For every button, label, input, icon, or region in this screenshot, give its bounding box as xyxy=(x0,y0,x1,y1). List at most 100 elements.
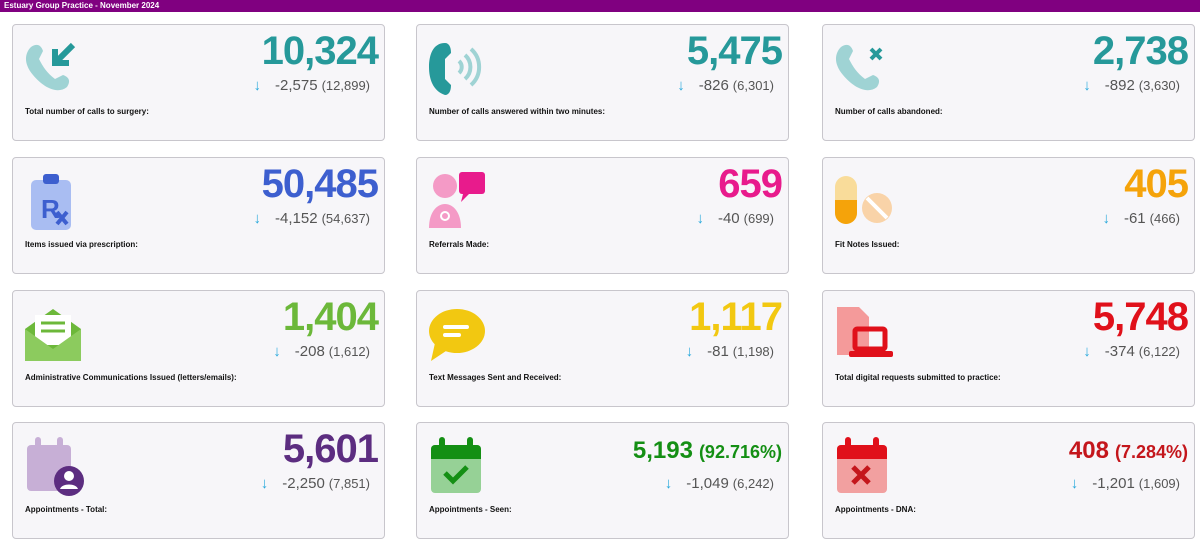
kpi-label: Appointments - Total: xyxy=(25,505,108,514)
doctor-chat-icon xyxy=(429,172,485,228)
phone-incoming-icon xyxy=(26,42,76,91)
kpi-value: 659 xyxy=(718,162,783,207)
kpi-value: 2,738 xyxy=(1092,29,1189,74)
kpi-label: Items issued via prescription: xyxy=(25,240,138,249)
kpi-previous: (6,122) xyxy=(1138,344,1180,359)
kpi-change: ↓ -81 (1,198) xyxy=(686,343,774,360)
kpi-delta: -40 xyxy=(717,210,740,227)
kpi-card: 5,475 ↓ -826 (6,301) Number of calls answe… xyxy=(416,24,789,141)
arrow-down-icon: ↓ xyxy=(1102,210,1110,227)
kpi-value-number: 2,738 xyxy=(1092,29,1189,73)
arrow-down-icon: ↓ xyxy=(1083,77,1091,94)
kpi-previous: (12,899) xyxy=(321,78,370,93)
kpi-value-number: 659 xyxy=(718,162,783,206)
kpi-value-number: 405 xyxy=(1124,162,1189,206)
kpi-card: 1,117 ↓ -81 (1,198) Text Messages Sent and… xyxy=(416,290,789,407)
arrow-down-icon: ↓ xyxy=(677,77,685,94)
kpi-card: 5,193 (92.716%) ↓ -1,049 (6,242) Appointmen… xyxy=(416,422,789,539)
kpi-previous: (6,301) xyxy=(732,78,774,93)
kpi-change: ↓ -1,201 (1,609) xyxy=(1071,475,1180,492)
calendar-cross-icon xyxy=(837,437,887,493)
kpi-previous: (466) xyxy=(1149,211,1180,226)
kpi-delta: -1,049 xyxy=(686,475,729,492)
kpi-change: ↓ -826 (6,301) xyxy=(677,77,774,94)
kpi-value: 5,748 xyxy=(1092,295,1189,340)
arrow-down-icon: ↓ xyxy=(273,343,281,360)
kpi-value: 5,601 xyxy=(282,427,379,472)
kpi-card: 408 (7.284%) ↓ -1,201 (1,609) Appointments … xyxy=(822,422,1195,539)
kpi-previous: (1,612) xyxy=(328,344,370,359)
arrow-down-icon: ↓ xyxy=(1070,475,1079,492)
kpi-label: Number of calls abandoned: xyxy=(835,107,943,116)
kpi-card: 2,738 ↓ -892 (3,630) Number of calls aband… xyxy=(822,24,1195,141)
kpi-value-number: 5,748 xyxy=(1092,295,1189,339)
calendar-check-icon xyxy=(431,437,481,493)
kpi-card: 10,324 ↓ -2,575 (12,899) Total number of c… xyxy=(12,24,385,141)
kpi-label: Text Messages Sent and Received: xyxy=(429,373,562,382)
kpi-label: Total digital requests submitted to prac… xyxy=(835,373,1001,382)
kpi-delta: -4,152 xyxy=(275,210,318,227)
kpi-value-number: 1,404 xyxy=(282,295,379,339)
envelope-open-icon xyxy=(25,309,81,361)
kpi-delta: -826 xyxy=(698,77,729,94)
kpi-label: Total number of calls to surgery: xyxy=(25,107,149,116)
arrow-down-icon: ↓ xyxy=(253,210,262,227)
kpi-card: 405 ↓ -61 (466) Fit Notes Issued: xyxy=(822,157,1195,274)
kpi-value: 1,404 xyxy=(282,295,379,340)
kpi-label: Fit Notes Issued: xyxy=(835,240,900,249)
kpi-change: ↓ -40 (699) xyxy=(696,210,774,227)
kpi-value: 50,485 xyxy=(261,162,379,207)
kpi-delta: -892 xyxy=(1104,77,1135,94)
report-title-bar: Estuary Group Practice - November 2024 xyxy=(0,0,1200,12)
chat-bubble-icon xyxy=(429,309,485,361)
kpi-value: 5,193 (92.716%) xyxy=(633,437,782,465)
kpi-label: Referrals Made: xyxy=(429,240,490,249)
kpi-value-number: 5,475 xyxy=(686,29,783,73)
kpi-previous: (6,242) xyxy=(732,476,774,491)
kpi-value-number: 5,193 xyxy=(632,437,693,464)
kpi-value: 10,324 xyxy=(262,29,379,74)
kpi-change: ↓ -4,152 (54,637) xyxy=(254,210,370,227)
svg-text:R: R xyxy=(41,194,60,224)
arrow-down-icon: ↓ xyxy=(260,475,269,492)
kpi-value-number: 5,601 xyxy=(282,427,379,471)
kpi-change: ↓ -374 (6,122) xyxy=(1083,343,1180,360)
kpi-previous: (3,630) xyxy=(1138,78,1180,93)
kpi-delta: -208 xyxy=(294,343,325,360)
kpi-percent: (7.284%) xyxy=(1114,442,1188,462)
arrow-down-icon: ↓ xyxy=(253,77,262,94)
kpi-value-number: 1,117 xyxy=(689,295,783,339)
kpi-previous: (1,609) xyxy=(1138,476,1180,491)
kpi-value: 408 (7.284%) xyxy=(1069,437,1188,465)
arrow-down-icon: ↓ xyxy=(696,210,704,227)
pills-icon xyxy=(835,176,892,224)
kpi-change: ↓ -208 (1,612) xyxy=(273,343,370,360)
document-laptop-icon xyxy=(837,307,893,357)
kpi-value: 405 xyxy=(1124,162,1189,207)
calendar-user-icon xyxy=(27,437,84,496)
arrow-down-icon: ↓ xyxy=(685,343,694,360)
kpi-label: Administrative Communications Issued (le… xyxy=(25,373,237,382)
kpi-previous: (1,198) xyxy=(732,344,774,359)
arrow-down-icon: ↓ xyxy=(664,475,673,492)
kpi-value: 1,117 xyxy=(689,295,783,340)
arrow-down-icon: ↓ xyxy=(1083,343,1091,360)
kpi-card: 5,748 ↓ -374 (6,122) Total digital request… xyxy=(822,290,1195,407)
kpi-card: 1,404 ↓ -208 (1,612) Administrative Commun… xyxy=(12,290,385,407)
kpi-delta: -2,575 xyxy=(275,77,318,94)
prescription-icon: R xyxy=(31,174,71,230)
kpi-value: 5,475 xyxy=(686,29,783,74)
kpi-value-number: 50,485 xyxy=(261,162,379,206)
kpi-change: ↓ -2,250 (7,851) xyxy=(261,475,370,492)
phone-missed-icon xyxy=(836,44,883,91)
kpi-change: ↓ -892 (3,630) xyxy=(1083,77,1180,94)
kpi-card: R 50,485 ↓ -4,152 (54,637) Items issued vi… xyxy=(12,157,385,274)
kpi-label: Appointments - DNA: xyxy=(835,505,916,514)
kpi-delta: -1,201 xyxy=(1092,475,1135,492)
kpi-previous: (54,637) xyxy=(321,211,370,226)
kpi-delta: -61 xyxy=(1123,210,1146,227)
phone-ringing-icon xyxy=(429,43,482,95)
kpi-card: 5,601 ↓ -2,250 (7,851) Appointments - Tota… xyxy=(12,422,385,539)
kpi-label: Number of calls answered within two minu… xyxy=(429,107,606,116)
kpi-change: ↓ -61 (466) xyxy=(1102,210,1180,227)
